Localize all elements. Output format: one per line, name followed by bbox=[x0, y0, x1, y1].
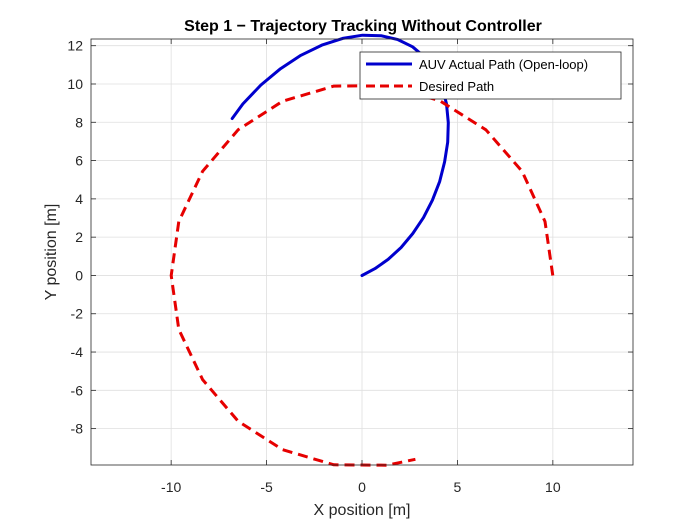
y-axis-label: Y position [m] bbox=[43, 204, 60, 301]
legend-box bbox=[359, 51, 622, 100]
x-tick-label: 10 bbox=[545, 479, 561, 495]
legend-label-desired-path: Desired Path bbox=[419, 79, 494, 94]
y-tick-label: -4 bbox=[71, 344, 84, 360]
y-tick-label: 10 bbox=[67, 76, 83, 92]
legend-label-actual-path: AUV Actual Path (Open-loop) bbox=[419, 57, 588, 72]
grid-lines bbox=[91, 39, 633, 465]
series-line-desired-path bbox=[169, 84, 555, 467]
x-tick-label: 5 bbox=[454, 479, 462, 495]
x-tick-label: 0 bbox=[358, 479, 366, 495]
y-tick-label: 4 bbox=[75, 191, 83, 207]
x-tick-label: -10 bbox=[161, 479, 181, 495]
x-tick-label: -5 bbox=[260, 479, 273, 495]
y-axis-ticks: -8 -6 -4 -2 0 2 4 6 8 10 12 bbox=[67, 38, 633, 437]
y-tick-label: 6 bbox=[75, 153, 83, 169]
y-tick-label: 12 bbox=[67, 38, 83, 54]
legend: AUV Actual Path (Open-loop) Desired Path bbox=[359, 51, 622, 100]
y-tick-label: 2 bbox=[75, 229, 83, 245]
x-axis-ticks: -10 -5 0 5 10 bbox=[161, 39, 561, 495]
x-axis-label: X position [m] bbox=[314, 502, 411, 519]
y-tick-label: -8 bbox=[71, 421, 84, 437]
y-tick-label: -6 bbox=[71, 382, 84, 398]
y-tick-label: 0 bbox=[75, 267, 83, 283]
y-tick-label: 8 bbox=[75, 114, 83, 130]
y-tick-label: -2 bbox=[71, 306, 84, 322]
chart-title: Step 1 − Trajectory Tracking Without Con… bbox=[184, 18, 542, 35]
